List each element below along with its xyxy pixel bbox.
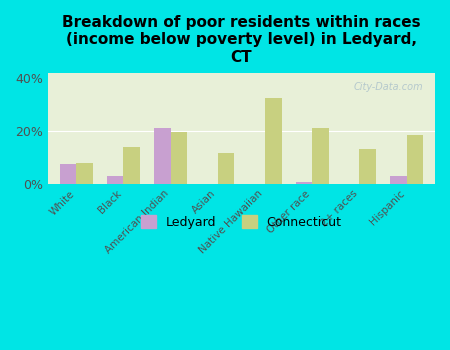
Text: City-Data.com: City-Data.com <box>354 82 423 92</box>
Bar <box>360 149 376 184</box>
Bar <box>390 176 407 184</box>
Bar <box>218 153 234 184</box>
Bar <box>171 132 187 184</box>
Title: Breakdown of poor residents within races
(income below poverty level) in Ledyard: Breakdown of poor residents within races… <box>62 15 421 65</box>
Bar <box>407 135 423 184</box>
Bar <box>76 162 93 184</box>
Bar <box>296 182 312 184</box>
Bar <box>123 147 140 184</box>
Bar <box>312 128 329 184</box>
Bar <box>59 164 76 184</box>
Bar <box>265 98 282 184</box>
Bar <box>107 176 123 184</box>
Bar <box>154 128 171 184</box>
Legend: Ledyard, Connecticut: Ledyard, Connecticut <box>135 209 348 235</box>
